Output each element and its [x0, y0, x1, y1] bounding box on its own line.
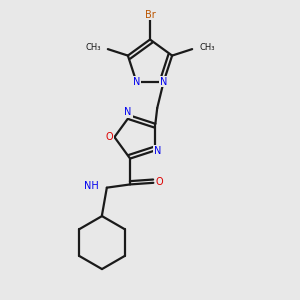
- Text: N: N: [124, 107, 132, 117]
- Text: CH₃: CH₃: [199, 43, 215, 52]
- Text: N: N: [154, 146, 162, 156]
- Text: N: N: [133, 76, 140, 87]
- Text: NH: NH: [84, 182, 99, 191]
- Text: N: N: [160, 76, 167, 87]
- Text: O: O: [155, 177, 163, 187]
- Text: CH₃: CH₃: [85, 43, 101, 52]
- Text: O: O: [106, 132, 113, 142]
- Text: Br: Br: [145, 10, 155, 20]
